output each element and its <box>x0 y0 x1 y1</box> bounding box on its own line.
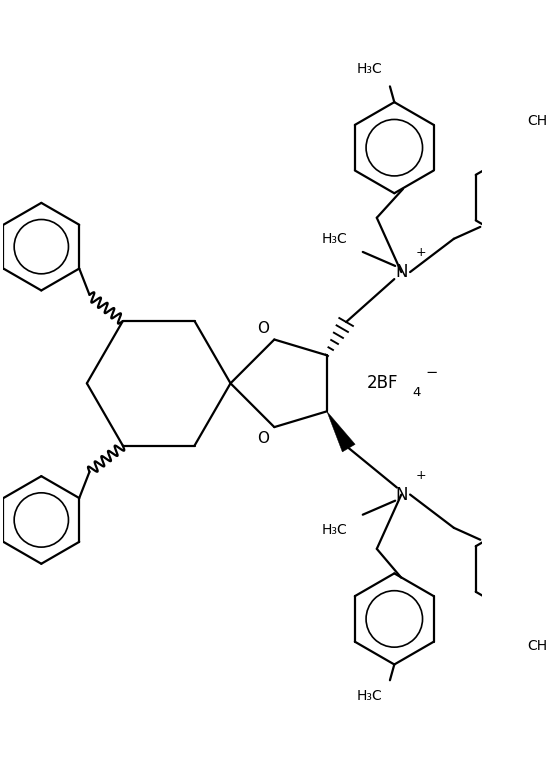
Text: CH₃: CH₃ <box>527 639 547 653</box>
Text: N: N <box>395 486 408 503</box>
Text: −: − <box>426 365 438 380</box>
Text: O: O <box>257 321 269 335</box>
Text: +: + <box>415 246 426 259</box>
Text: +: + <box>415 469 426 482</box>
Text: O: O <box>257 431 269 446</box>
Text: 4: 4 <box>412 386 421 399</box>
Text: H₃C: H₃C <box>357 689 383 703</box>
Text: CH₃: CH₃ <box>527 113 547 127</box>
Text: H₃C: H₃C <box>322 232 348 246</box>
Text: N: N <box>395 263 408 281</box>
Text: 2BF: 2BF <box>366 374 398 392</box>
Text: H₃C: H₃C <box>357 62 383 76</box>
Polygon shape <box>327 412 355 452</box>
Text: H₃C: H₃C <box>322 523 348 537</box>
